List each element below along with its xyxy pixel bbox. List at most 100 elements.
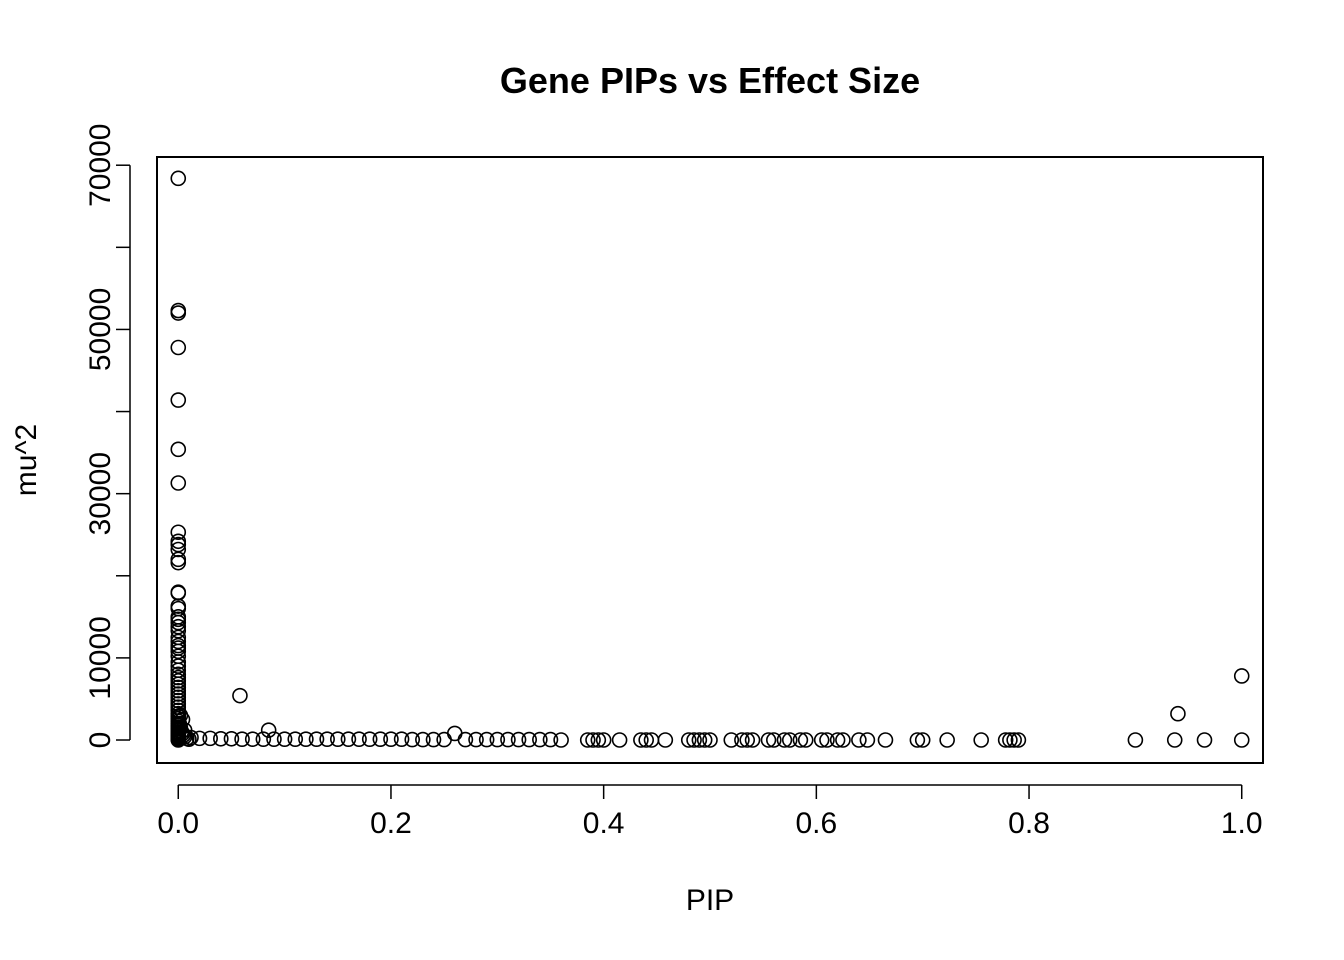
data-point bbox=[510, 731, 527, 748]
data-point bbox=[170, 551, 187, 568]
data-point bbox=[686, 732, 702, 748]
data-points bbox=[170, 170, 1250, 748]
data-point bbox=[181, 731, 197, 747]
data-point bbox=[174, 711, 191, 728]
data-point bbox=[1233, 732, 1250, 748]
data-point bbox=[478, 731, 495, 748]
data-point bbox=[585, 732, 601, 748]
data-point bbox=[739, 732, 756, 748]
data-point bbox=[287, 731, 304, 747]
data-point bbox=[1233, 668, 1250, 684]
data-point bbox=[223, 730, 240, 747]
x-tick-label: 0.6 bbox=[795, 807, 837, 840]
data-point bbox=[457, 731, 474, 748]
data-point bbox=[170, 339, 187, 356]
data-point bbox=[1166, 732, 1183, 748]
data-point bbox=[232, 687, 248, 704]
data-point bbox=[415, 731, 431, 748]
data-point bbox=[590, 732, 607, 748]
x-tick-label: 1.0 bbox=[1221, 807, 1263, 840]
y-axis-label: mu^2 bbox=[10, 424, 43, 496]
data-point bbox=[657, 732, 674, 748]
data-point bbox=[851, 732, 867, 748]
x-tick-label: 0.8 bbox=[1008, 807, 1050, 840]
data-point bbox=[500, 731, 516, 748]
data-point bbox=[425, 731, 442, 748]
data-point bbox=[170, 533, 187, 550]
data-point bbox=[340, 731, 357, 747]
data-point bbox=[170, 170, 187, 187]
data-point bbox=[797, 732, 814, 748]
data-point bbox=[170, 585, 187, 601]
x-tick-label: 0.4 bbox=[583, 807, 625, 840]
data-point bbox=[691, 732, 708, 748]
data-point bbox=[781, 732, 798, 748]
data-point bbox=[813, 732, 830, 748]
data-point bbox=[1196, 732, 1213, 748]
data-point bbox=[202, 730, 218, 747]
data-point bbox=[532, 731, 548, 748]
data-point bbox=[766, 732, 782, 748]
x-axis: 0.0 0.2 0.4 0.6 0.8 1.0 bbox=[157, 784, 1263, 840]
data-point bbox=[1127, 732, 1144, 748]
data-point bbox=[723, 732, 740, 748]
data-point bbox=[260, 722, 277, 738]
data-point bbox=[372, 731, 389, 747]
data-point bbox=[276, 731, 293, 747]
data-point bbox=[191, 730, 208, 747]
data-point bbox=[213, 730, 229, 747]
data-point bbox=[393, 731, 410, 747]
y-tick-label: 70000 bbox=[84, 123, 117, 206]
data-point bbox=[734, 732, 750, 748]
data-point bbox=[170, 524, 187, 541]
data-point bbox=[170, 654, 187, 670]
data-point bbox=[542, 731, 559, 748]
data-point bbox=[170, 392, 187, 408]
data-point bbox=[1002, 732, 1018, 748]
data-point bbox=[170, 554, 187, 571]
data-point bbox=[579, 732, 596, 748]
y-tick-label: 0 bbox=[84, 732, 117, 749]
data-point bbox=[611, 732, 628, 748]
y-tick-label: 50000 bbox=[84, 288, 117, 371]
data-point bbox=[973, 732, 989, 748]
data-point bbox=[1006, 732, 1022, 748]
data-point bbox=[468, 731, 484, 748]
data-point bbox=[383, 731, 399, 747]
data-point bbox=[638, 732, 654, 748]
data-point bbox=[776, 732, 793, 748]
data-point bbox=[319, 731, 335, 747]
data-point bbox=[1010, 732, 1027, 748]
data-point bbox=[680, 732, 697, 748]
data-point bbox=[1170, 705, 1186, 722]
plot-area-border bbox=[156, 156, 1264, 764]
data-point bbox=[877, 732, 894, 748]
data-point bbox=[489, 731, 506, 748]
data-point bbox=[997, 732, 1014, 748]
data-point bbox=[170, 441, 187, 458]
data-point bbox=[633, 732, 649, 748]
data-point bbox=[829, 732, 846, 748]
y-tick-label: 10000 bbox=[84, 616, 117, 699]
data-point bbox=[244, 731, 261, 747]
data-point bbox=[266, 731, 282, 747]
x-axis-label: PIP bbox=[686, 884, 734, 917]
data-point bbox=[553, 732, 569, 748]
x-tick-label: 0.2 bbox=[370, 807, 412, 840]
data-point bbox=[298, 731, 314, 747]
data-point bbox=[792, 732, 809, 748]
data-point bbox=[595, 732, 612, 748]
data-point bbox=[744, 732, 761, 748]
data-point bbox=[914, 732, 931, 748]
data-point bbox=[909, 732, 926, 748]
data-point bbox=[835, 732, 851, 748]
chart-title: Gene PIPs vs Effect Size bbox=[500, 60, 920, 101]
data-point bbox=[696, 732, 713, 748]
data-point bbox=[234, 731, 250, 747]
data-point bbox=[819, 732, 835, 748]
data-point bbox=[446, 725, 463, 742]
data-point bbox=[170, 475, 187, 491]
data-point bbox=[760, 732, 777, 748]
